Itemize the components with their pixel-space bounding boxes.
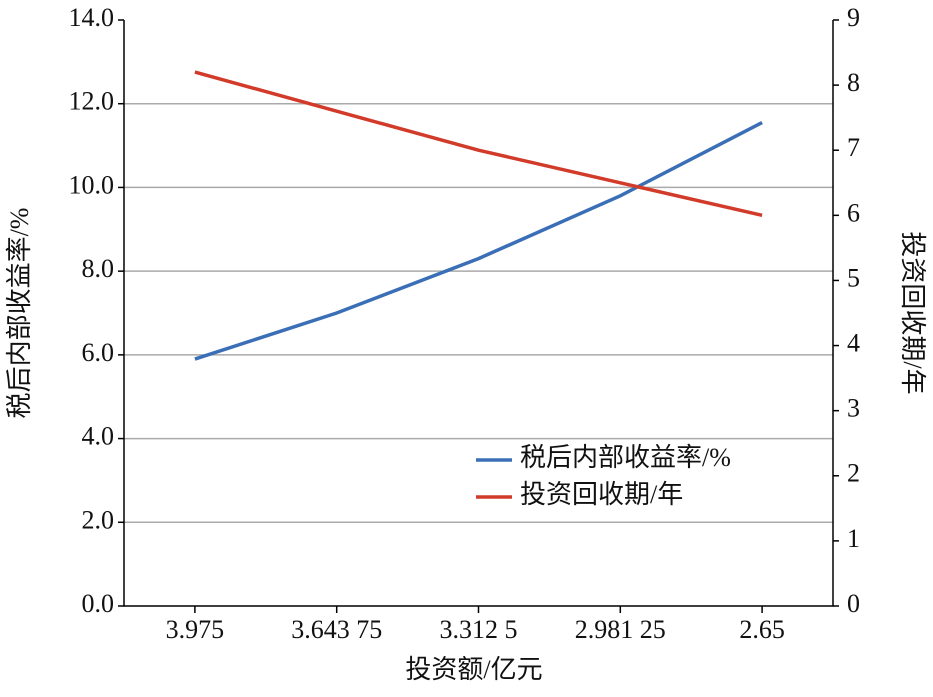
y2-axis-label: 投资回收期/年: [898, 231, 927, 394]
y-tick-label: 0.0: [82, 589, 115, 618]
y2-tick-label: 9: [847, 3, 860, 32]
y-tick-label: 8.0: [82, 254, 115, 283]
x-tick-label: 2.65: [739, 615, 785, 644]
y-tick-label: 6.0: [82, 338, 115, 367]
legend-label: 投资回收期/年: [520, 480, 683, 509]
x-axis-label: 投资额/亿元: [405, 655, 542, 684]
y2-tick-label: 4: [847, 329, 860, 358]
y-tick-label: 14.0: [69, 3, 115, 32]
y2-tick-label: 1: [847, 524, 860, 553]
y2-tick-label: 3: [847, 394, 860, 423]
y2-tick-label: 0: [847, 589, 860, 618]
x-tick-label: 2.981 25: [575, 615, 666, 644]
y2-tick-label: 7: [847, 133, 860, 162]
x-tick-label: 3.643 75: [291, 615, 382, 644]
series-line: [194, 70, 763, 218]
legend-label: 税后内部收益率/%: [520, 443, 731, 472]
y2-tick-label: 5: [847, 263, 860, 292]
y-tick-label: 2.0: [82, 505, 115, 534]
x-tick-label: 3.312 5: [440, 615, 518, 644]
axis-frame: [123, 20, 834, 607]
y2-tick-label: 8: [847, 68, 860, 97]
x-tick-label: 3.975: [166, 615, 225, 644]
y2-tick-label: 6: [847, 198, 860, 227]
y-tick-label: 10.0: [69, 170, 115, 199]
y-axis-label: 税后内部收益率/%: [5, 208, 34, 419]
y-tick-label: 4.0: [82, 422, 115, 451]
y2-tick-label: 2: [847, 459, 860, 488]
series-line: [194, 120, 763, 361]
y-tick-label: 12.0: [69, 87, 115, 116]
